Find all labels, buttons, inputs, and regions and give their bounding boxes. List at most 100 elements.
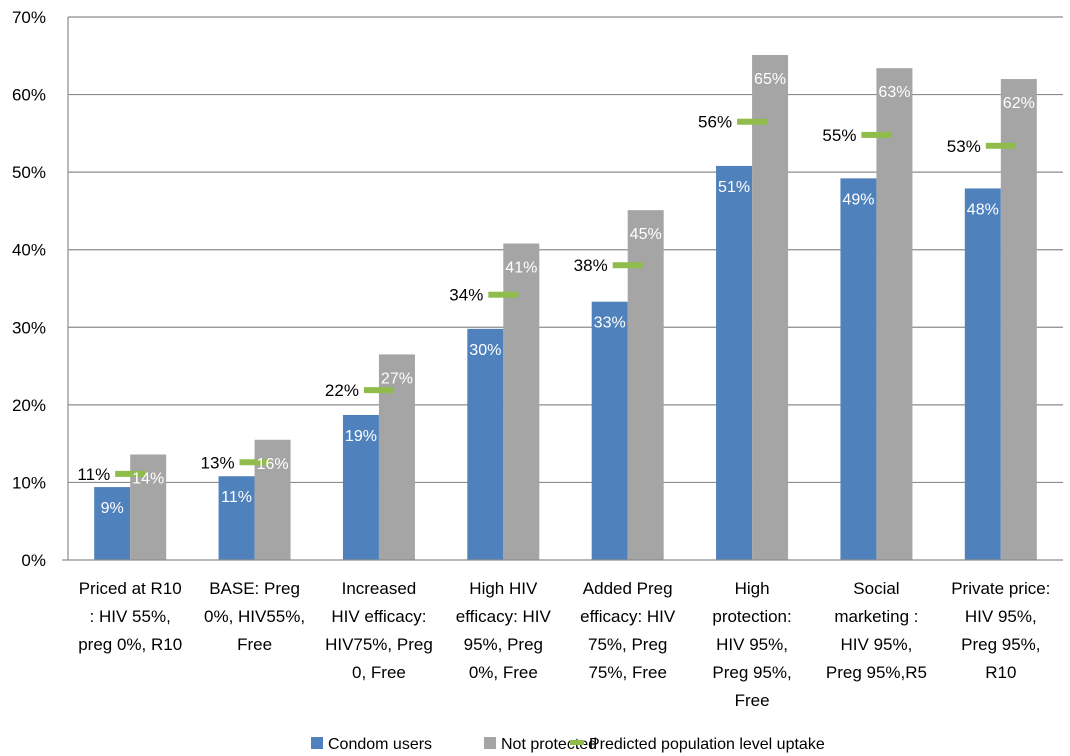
data-label-not-protected: 16% — [257, 456, 289, 473]
x-category-label: High protection: HIV 95%, Preg 95%, Free — [712, 579, 791, 710]
data-label-predicted-uptake: 56% — [698, 113, 732, 132]
data-label-predicted-uptake: 13% — [201, 453, 235, 472]
data-label-predicted-uptake: 55% — [822, 126, 856, 145]
bar-condom-users — [964, 188, 1001, 560]
x-category-label-line: Added Preg — [583, 579, 673, 598]
data-label-condom-users: 49% — [842, 191, 874, 208]
bar-condom-users — [342, 414, 379, 560]
y-tick-label: 50% — [12, 163, 46, 182]
y-tick-label: 70% — [12, 8, 46, 27]
data-label-not-protected: 41% — [505, 260, 537, 277]
data-label-predicted-uptake: 22% — [325, 381, 359, 400]
bar-not-protected — [627, 210, 664, 560]
x-category-label-line: Free — [735, 691, 770, 710]
x-category-label-line: preg 0%, R10 — [78, 635, 182, 654]
marker-predicted-uptake — [488, 291, 519, 298]
legend-swatch-condom-users — [311, 737, 323, 749]
legend-label-condom-users: Condom users — [328, 736, 432, 753]
x-category-label-line: Increased — [342, 579, 417, 598]
legend: Condom users Not protected Predicted pop… — [311, 736, 825, 753]
x-category-label-line: 0%, HIV55%, — [204, 607, 305, 626]
x-category-label-line: Priced at R10 — [79, 579, 182, 598]
data-label-not-protected: 45% — [630, 226, 662, 243]
marker-predicted-uptake — [115, 470, 146, 477]
x-category-label-line: 75%, Free — [588, 663, 666, 682]
x-category-label: BASE: Preg 0%, HIV55%, Free — [204, 579, 305, 654]
bar-condom-users — [94, 487, 131, 560]
y-tick-label: 20% — [12, 396, 46, 415]
marker-predicted-uptake — [985, 142, 1016, 149]
axes: 0% 10% 20% 30% 40% 50% 60% 70% Priced at R10 : HI… — [12, 8, 1063, 710]
bar-not-protected — [876, 68, 913, 560]
data-label-not-protected: 14% — [132, 471, 164, 488]
x-category-label-line: Private price: — [951, 579, 1050, 598]
data-label-condom-users: 30% — [469, 342, 501, 359]
data-label-not-protected: 65% — [754, 71, 786, 88]
x-category-label-line: Free — [237, 635, 272, 654]
marker-predicted-uptake — [612, 262, 643, 269]
bars — [94, 55, 1037, 561]
y-tick-label: 0% — [21, 551, 46, 570]
x-category-label-line: HIV 95%, — [841, 635, 913, 654]
x-category-label-line: High HIV — [469, 579, 538, 598]
x-category-label-line: BASE: Preg — [209, 579, 300, 598]
data-label-condom-users: 19% — [345, 428, 377, 445]
data-labels: 9% 14% 11% 11% 16% 13% 19% 27% 22% 30% 41% 34% 33% 45… — [77, 71, 1034, 517]
bar-condom-users — [840, 178, 877, 560]
x-category-label: Social marketing : HIV 95%, Preg 95%,R5 — [826, 579, 927, 682]
gridlines — [68, 16, 1063, 484]
x-category-label: Priced at R10 : HIV 55%, preg 0%, R10 — [78, 579, 182, 654]
x-category-label-line: efficacy: HIV — [580, 607, 676, 626]
x-category-label-line: 75%, Preg — [588, 635, 667, 654]
data-label-predicted-uptake: 34% — [449, 286, 483, 305]
x-category-label-line: efficacy: HIV — [456, 607, 552, 626]
x-category-label-line: marketing : — [834, 607, 918, 626]
y-tick-label: 40% — [12, 241, 46, 260]
x-category-label-line: HIV75%, Preg — [325, 635, 433, 654]
x-category-label-line: protection: — [712, 607, 791, 626]
bar-condom-users — [716, 165, 753, 561]
y-tick-label: 10% — [12, 473, 46, 492]
bar-not-protected — [752, 55, 789, 560]
x-category-label-line: Preg 95%, — [961, 635, 1040, 654]
marker-predicted-uptake — [239, 459, 270, 466]
data-label-condom-users: 9% — [101, 500, 124, 517]
x-category-label-line: HIV 95%, — [965, 607, 1037, 626]
data-label-predicted-uptake: 11% — [77, 465, 110, 484]
data-label-condom-users: 11% — [221, 489, 252, 506]
legend-swatch-predicted — [570, 740, 584, 745]
data-label-not-protected: 62% — [1003, 95, 1035, 112]
x-category-label: Added Preg efficacy: HIV 75%, Preg 75%, Fre… — [580, 579, 676, 682]
x-category-label-line: : HIV 55%, — [90, 607, 171, 626]
data-label-not-protected: 27% — [381, 370, 413, 387]
bar-condom-users — [591, 301, 628, 560]
bar-condom-users — [467, 328, 504, 560]
bar-condom-users — [218, 476, 255, 560]
marker-predicted-uptake — [737, 118, 768, 125]
y-tick-label: 30% — [12, 318, 46, 337]
x-category-label-line: HIV 95%, — [716, 635, 788, 654]
x-category-label-line: R10 — [985, 663, 1016, 682]
x-category-label: High HIV efficacy: HIV 95%, Preg 0%, Free — [456, 579, 552, 682]
legend-label-predicted: Predicted population level uptake — [589, 736, 825, 753]
x-category-label-line: Preg 95%, — [712, 663, 791, 682]
x-category-label-line: 0, Free — [352, 663, 406, 682]
x-category-label: Increased HIV efficacy: HIV75%, Preg 0, Fre… — [325, 579, 433, 682]
bar-not-protected — [1000, 79, 1037, 561]
y-tick-label: 60% — [12, 86, 46, 105]
legend-swatch-not-protected — [484, 737, 496, 749]
x-category-label-line: Social — [853, 579, 899, 598]
data-label-condom-users: 51% — [718, 179, 750, 196]
data-label-condom-users: 48% — [967, 201, 999, 218]
data-label-not-protected: 63% — [878, 84, 910, 101]
x-category-label-line: HIV efficacy: — [331, 607, 426, 626]
x-category-label-line: 95%, Preg — [464, 635, 543, 654]
bar-not-protected — [503, 243, 540, 560]
x-category-label-line: 0%, Free — [469, 663, 538, 682]
data-label-predicted-uptake: 53% — [947, 137, 981, 156]
marker-predicted-uptake — [363, 387, 394, 394]
data-label-predicted-uptake: 38% — [574, 256, 608, 275]
x-category-label-line: High — [735, 579, 770, 598]
x-category-label: Private price: HIV 95%, Preg 95%, R10 — [951, 579, 1050, 682]
